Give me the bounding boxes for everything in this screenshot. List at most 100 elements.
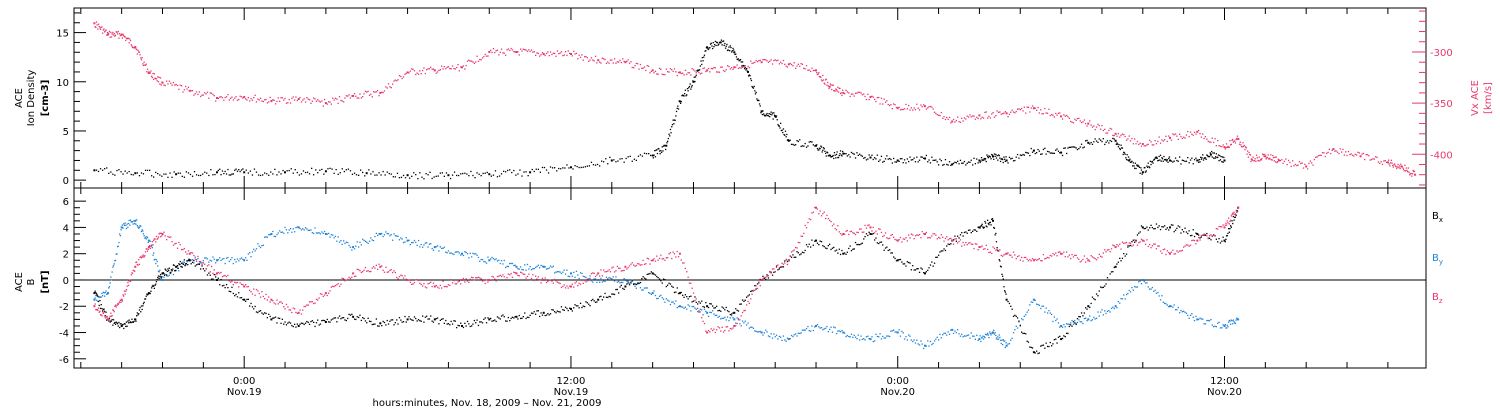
density-sample [221,170,224,172]
bz-sample [329,290,331,292]
density-sample [1082,147,1084,149]
velocity-sample [277,97,279,99]
velocity-sample [903,108,906,110]
by-point [978,338,981,341]
density-sample [253,168,256,170]
velocity-sample [473,62,475,64]
density-sample [603,161,605,163]
velocity-sample [845,89,847,91]
by-sample [596,281,598,284]
bz-sample [308,301,311,303]
bx-sample [329,321,331,323]
by-sample [153,259,155,261]
bz-sample [280,301,282,303]
bz-sample [1204,233,1207,236]
bz-sample [929,237,932,239]
by-sample [469,252,471,254]
bz-sample [1147,245,1149,248]
bz-sample [1007,252,1009,254]
velocity-sample [535,54,537,56]
by-sample [1076,321,1079,324]
by-sample [294,231,296,233]
bz-sample [125,290,127,292]
density-sample [676,107,678,109]
density-sample [1125,158,1128,161]
density-sample [726,49,729,52]
velocity-sample [147,72,149,75]
by-sample [891,330,893,332]
density-sample [1170,160,1173,162]
bx-sample [942,250,944,252]
by-sample [1090,320,1092,322]
by-sample [120,229,122,231]
velocity-sample [345,95,347,97]
velocity-sample [368,94,371,96]
bz-sample [593,272,595,274]
density-sample [1083,146,1085,148]
bz-sample [648,258,650,260]
bx-sample [578,307,580,309]
bz-sample [713,328,715,330]
bz-sample [608,269,610,271]
velocity-sample [194,93,196,95]
density-sample [1148,165,1150,168]
by-sample [413,239,416,242]
velocity-sample [168,80,170,82]
bx-sample [841,249,843,252]
velocity-sample [264,99,266,101]
bx-sample [412,319,414,322]
density-sample [128,170,130,173]
density-sample [541,166,544,169]
bx-sample [683,296,685,298]
density-sample [317,172,319,174]
bx-sample [1064,336,1066,338]
bz-sample [972,243,974,245]
bx-sample [190,263,192,265]
density-sample [974,163,976,165]
bz-sample [175,242,177,244]
bz-sample [302,309,304,311]
by-sample [1044,311,1046,313]
bx-sample [220,278,222,281]
bz-sample [905,237,907,239]
velocity-sample [1136,140,1139,143]
by-sample [1125,293,1128,296]
by-sample [1072,323,1075,325]
density-sample [787,139,789,141]
velocity-sample [1051,113,1053,116]
density-sample [349,170,352,172]
bx-point [706,305,709,308]
bz-sample [447,284,450,286]
by-sample [1038,304,1040,306]
bz-sample [691,287,693,289]
bz-sample [287,306,289,308]
density-sample [1063,147,1065,149]
bx-sample [1048,345,1050,348]
bz-sample [1131,245,1133,247]
bx-sample [96,294,98,296]
velocity-sample [1275,156,1277,158]
velocity-point [706,69,709,72]
bx-sample [136,312,138,314]
velocity-sample [1007,116,1009,118]
velocity-sample [481,57,484,59]
density-sample [308,173,311,175]
bx-sample [172,264,175,266]
bx-sample [328,321,330,323]
bx-sample [472,323,474,325]
velocity-sample [1286,164,1288,166]
by-sample [142,233,145,235]
density-sample [947,164,949,166]
density-sample [358,174,360,176]
bx-sample [411,319,413,321]
density-sample [957,160,959,162]
bz-sample [393,270,395,272]
top-ylabel-line-1: ACE [14,88,25,108]
bz-point [869,226,872,229]
bz-point [433,285,436,288]
velocity-sample [265,98,267,101]
velocity-sample [1012,111,1015,113]
bz-point [1114,246,1117,249]
by-sample [942,334,944,336]
velocity-sample [95,21,98,23]
